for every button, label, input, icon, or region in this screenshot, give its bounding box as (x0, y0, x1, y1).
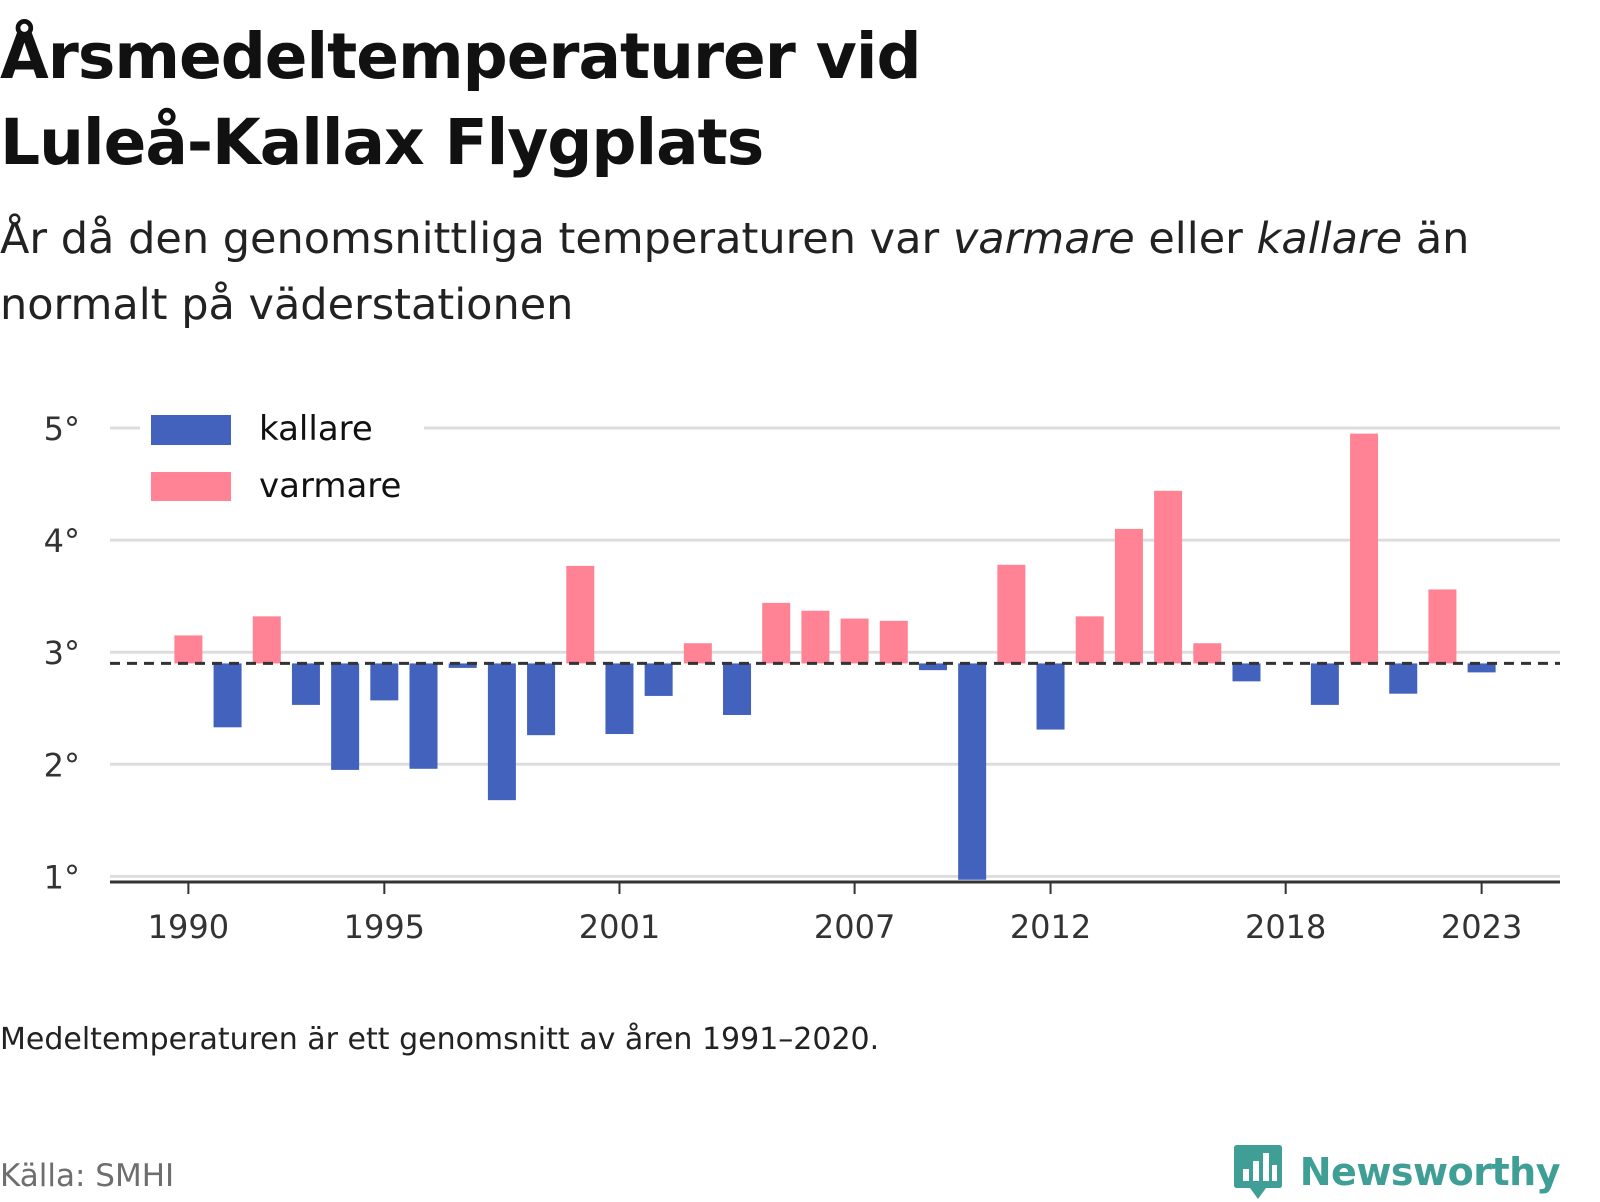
bar-2023 (1467, 663, 1496, 673)
bar-2013 (1075, 616, 1104, 664)
bar-2003 (683, 643, 712, 664)
brand-logo: Newsworthy (1232, 1142, 1561, 1202)
bar-1998 (487, 663, 516, 801)
bar-1994 (331, 663, 360, 770)
brand-name: Newsworthy (1299, 1150, 1561, 1194)
y-tick-label: 4° (44, 522, 80, 560)
y-tick-label: 3° (44, 634, 80, 672)
temperature-bar-chart: 1°2°3°4°5° 1990 1995 2001 2007 2012 2018 2023 … (44, 400, 1560, 946)
bars (174, 433, 1496, 880)
bar-1990 (174, 635, 203, 664)
bar-2010 (958, 663, 987, 880)
bar-2019 (1310, 663, 1339, 705)
bar-1997 (448, 663, 477, 668)
source-credit: Källa: SMHI (0, 1158, 175, 1194)
bar-2000 (566, 565, 595, 664)
bar-2020 (1350, 433, 1379, 664)
bar-1992 (252, 616, 281, 664)
bar-2016 (1193, 643, 1222, 664)
subtitle-warm-word: varmare (952, 214, 1135, 264)
bar-1999 (527, 663, 556, 736)
bar-1993 (291, 663, 320, 705)
chart-title: Årsmedeltemperaturer vid Luleå-Kallax Fl… (0, 20, 922, 179)
bar-2012 (1036, 663, 1065, 730)
y-tick-label: 2° (44, 746, 80, 784)
x-tick-label: 2001 (579, 908, 660, 946)
subtitle-text-3: än normalt på väderstationen (0, 214, 1470, 330)
bar-2006 (801, 610, 830, 664)
bar-2011 (997, 564, 1026, 664)
footnote: Medeltemperaturen är ett genomsnitt av å… (0, 1022, 880, 1057)
bar-2004 (723, 663, 752, 715)
x-tick-label: 2023 (1441, 908, 1522, 946)
bar-2021 (1389, 663, 1418, 694)
bar-1995 (370, 663, 399, 701)
bar-2008 (879, 620, 908, 664)
legend-label-varmare: varmare (259, 466, 401, 506)
y-tick-label: 1° (44, 858, 80, 896)
x-tick-label: 2007 (814, 908, 895, 946)
bar-2015 (1154, 490, 1183, 664)
chart-subtitle: År då den genomsnittliga temperaturen va… (0, 206, 1560, 338)
bar-2007 (840, 618, 869, 664)
legend-swatch-varmare (151, 472, 231, 501)
y-axis-tick-labels: 1° 2° 3° 4° 5° (44, 410, 80, 896)
bar-chart-bubble-icon (1233, 1145, 1282, 1199)
x-axis: 1990 1995 2001 2007 2012 2018 2023 (110, 880, 1560, 946)
subtitle-text-2: eller (1134, 214, 1257, 264)
bar-2005 (762, 602, 791, 664)
x-tick-label: 1990 (148, 908, 229, 946)
x-tick-label: 2012 (1010, 908, 1091, 946)
subtitle-cold-word: kallare (1256, 214, 1403, 264)
y-tick-label: 5° (44, 410, 80, 448)
legend-swatch-kallare (151, 415, 231, 445)
bar-2014 (1114, 528, 1143, 664)
x-tick-label: 1995 (344, 908, 425, 946)
bar-2022 (1428, 589, 1457, 664)
bar-2009 (918, 663, 947, 671)
subtitle-text-1: År då den genomsnittliga temperaturen va… (0, 214, 953, 264)
legend-label-kallare: kallare (259, 409, 373, 449)
bar-1991 (213, 663, 242, 728)
bar-2017 (1232, 663, 1261, 682)
bar-2002 (644, 663, 673, 696)
bar-2001 (605, 663, 634, 735)
x-tick-label: 2018 (1245, 908, 1326, 946)
bar-1996 (409, 663, 438, 769)
legend: kallare varmare (140, 400, 424, 506)
